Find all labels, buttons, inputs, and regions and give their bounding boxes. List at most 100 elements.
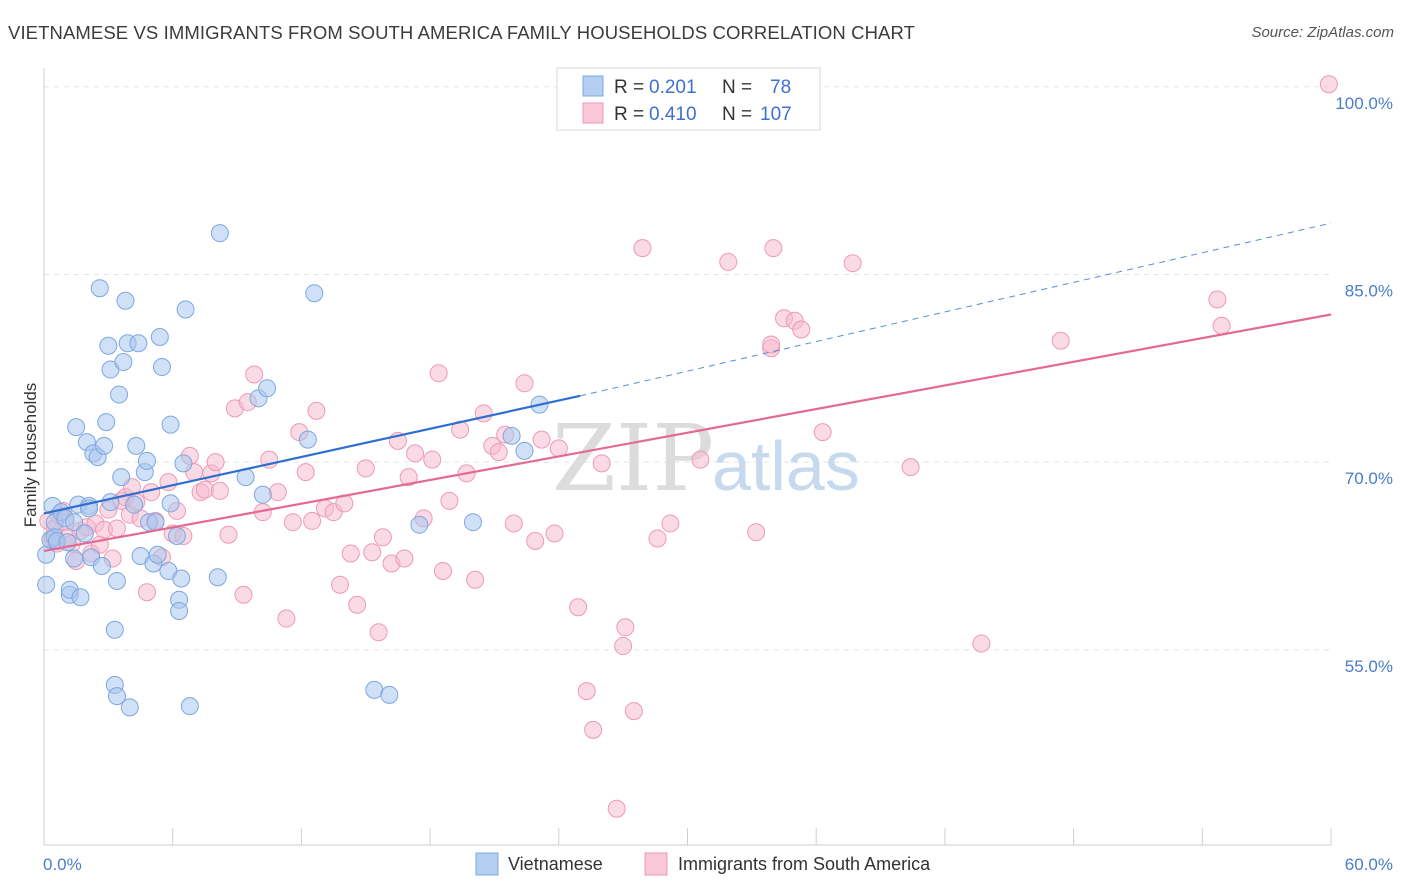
data-point bbox=[363, 543, 382, 562]
data-point bbox=[369, 623, 388, 642]
data-point bbox=[152, 358, 171, 377]
data-point bbox=[532, 430, 551, 449]
x-tick-label: 60.0% bbox=[1345, 855, 1393, 874]
data-point bbox=[429, 364, 448, 383]
y-tick-label: 70.0% bbox=[1345, 469, 1393, 488]
data-point bbox=[172, 569, 191, 588]
legend-n-label-1: N = bbox=[722, 77, 752, 98]
data-point bbox=[120, 698, 139, 717]
data-point bbox=[245, 365, 264, 384]
data-point bbox=[577, 682, 596, 701]
data-point bbox=[303, 511, 322, 530]
data-point bbox=[105, 620, 124, 639]
data-point bbox=[253, 485, 272, 504]
data-point bbox=[515, 441, 534, 460]
data-point bbox=[813, 423, 832, 442]
x-tick-label: 0.0% bbox=[43, 855, 82, 874]
chart-title: VIETNAMESE VS IMMIGRANTS FROM SOUTH AMER… bbox=[8, 22, 915, 43]
data-point bbox=[395, 549, 414, 568]
data-point bbox=[125, 495, 144, 514]
data-point bbox=[1319, 75, 1338, 94]
data-point bbox=[208, 568, 227, 587]
data-point bbox=[137, 583, 156, 602]
data-point bbox=[65, 549, 84, 568]
data-point bbox=[90, 279, 109, 298]
data-point bbox=[307, 401, 326, 420]
data-point bbox=[624, 702, 643, 721]
data-point bbox=[219, 525, 238, 544]
data-point bbox=[691, 450, 710, 469]
y-tick-label: 85.0% bbox=[1345, 281, 1393, 300]
data-point bbox=[67, 418, 86, 437]
data-point bbox=[114, 353, 133, 372]
bottom-legend-label-south-america: Immigrants from South America bbox=[678, 854, 931, 874]
data-point bbox=[504, 514, 523, 533]
data-point bbox=[764, 239, 783, 258]
y-tick-label: 55.0% bbox=[1345, 657, 1393, 676]
data-point bbox=[110, 385, 129, 404]
data-point bbox=[148, 545, 167, 564]
watermark-zip: ZIP bbox=[552, 405, 714, 512]
data-point bbox=[167, 526, 186, 545]
data-point bbox=[210, 224, 229, 243]
data-point bbox=[569, 598, 588, 617]
data-point bbox=[112, 468, 131, 487]
x-tick-labels: 0.0% 60.0% bbox=[43, 855, 1393, 874]
data-point bbox=[180, 697, 199, 716]
trend-line-south-america bbox=[43, 313, 1332, 553]
data-point bbox=[515, 374, 534, 393]
data-point bbox=[410, 515, 429, 534]
data-point bbox=[592, 454, 611, 473]
data-point bbox=[268, 483, 287, 502]
y-tick-labels: 55.0% 70.0% 85.0% 100.0% bbox=[1335, 94, 1393, 676]
data-point bbox=[296, 463, 315, 482]
data-point bbox=[170, 602, 189, 621]
data-point bbox=[107, 571, 126, 590]
data-point bbox=[305, 284, 324, 303]
data-point bbox=[607, 799, 626, 818]
data-point bbox=[341, 544, 360, 563]
data-point bbox=[137, 451, 156, 470]
data-point bbox=[719, 252, 738, 271]
data-point bbox=[1212, 316, 1231, 335]
data-point bbox=[348, 595, 367, 614]
data-point bbox=[545, 524, 564, 543]
data-point bbox=[99, 336, 118, 355]
data-point bbox=[129, 334, 148, 353]
trend-line-vietnamese-extension bbox=[580, 222, 1332, 397]
data-point bbox=[195, 480, 214, 499]
data-point bbox=[466, 570, 485, 589]
legend-n-label-2: N = bbox=[722, 104, 752, 125]
data-point bbox=[37, 575, 56, 594]
data-point bbox=[71, 588, 90, 607]
data-point bbox=[399, 468, 418, 487]
data-point bbox=[176, 300, 195, 319]
series-vietnamese-points bbox=[37, 224, 549, 717]
bottom-legend-swatch-south-america bbox=[644, 852, 668, 876]
legend-swatch-south-america bbox=[582, 102, 604, 124]
data-point bbox=[373, 528, 392, 547]
data-point bbox=[901, 458, 920, 477]
data-point bbox=[107, 687, 126, 706]
data-point bbox=[206, 453, 225, 472]
data-point bbox=[489, 443, 508, 462]
data-point bbox=[331, 575, 350, 594]
data-point bbox=[502, 426, 521, 445]
watermark-atlas: atlas bbox=[712, 427, 860, 505]
data-point bbox=[95, 436, 114, 455]
gridlines bbox=[44, 86, 1331, 651]
data-point bbox=[614, 637, 633, 656]
data-point bbox=[97, 413, 116, 432]
data-point bbox=[101, 493, 120, 512]
data-point bbox=[258, 379, 277, 398]
data-point bbox=[92, 556, 111, 575]
data-point bbox=[210, 481, 229, 500]
data-point bbox=[406, 444, 425, 463]
data-point bbox=[762, 335, 781, 354]
bottom-legend-swatch-vietnamese bbox=[475, 852, 499, 876]
legend-swatch-vietnamese bbox=[582, 75, 604, 97]
data-point bbox=[633, 239, 652, 258]
legend-r-value-2: 0.410 bbox=[649, 104, 697, 125]
data-point bbox=[526, 531, 545, 550]
